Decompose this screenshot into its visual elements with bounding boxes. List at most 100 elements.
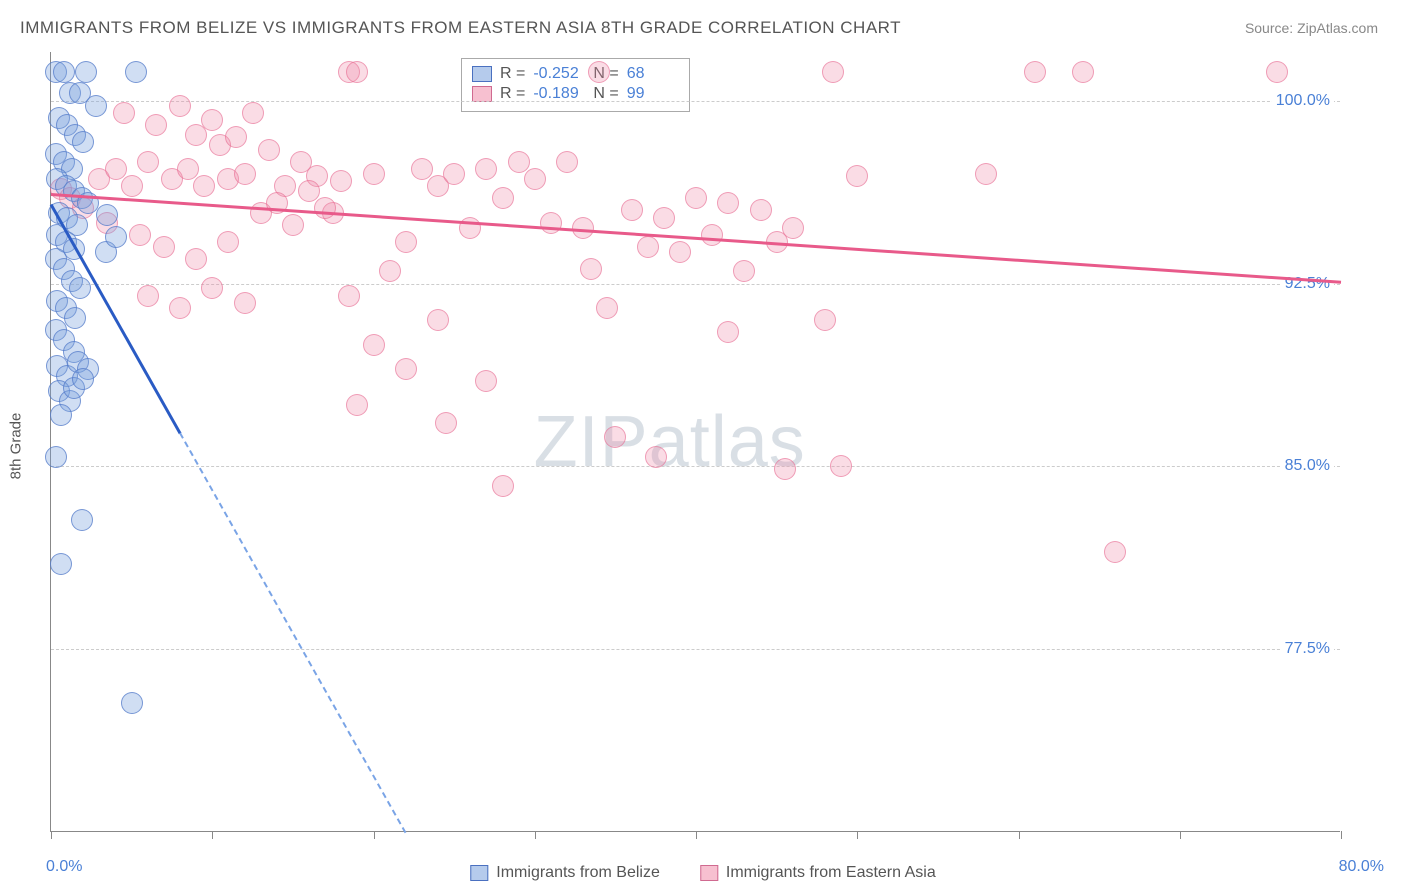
- scatter-point-eastern-asia: [234, 292, 256, 314]
- x-tick: [212, 831, 213, 839]
- x-tick: [1180, 831, 1181, 839]
- scatter-point-eastern-asia: [338, 285, 360, 307]
- scatter-point-eastern-asia: [105, 158, 127, 180]
- scatter-point-eastern-asia: [129, 224, 151, 246]
- scatter-point-eastern-asia: [185, 248, 207, 270]
- watermark: ZIPatlas: [534, 401, 806, 483]
- x-max-label: 80.0%: [1339, 858, 1384, 876]
- scatter-point-eastern-asia: [733, 260, 755, 282]
- scatter-point-eastern-asia: [137, 151, 159, 173]
- scatter-point-belize: [72, 368, 94, 390]
- scatter-point-eastern-asia: [395, 231, 417, 253]
- scatter-point-eastern-asia: [443, 163, 465, 185]
- scatter-point-eastern-asia: [750, 199, 772, 221]
- y-tick-label: 77.5%: [1281, 640, 1334, 658]
- x-tick: [857, 831, 858, 839]
- x-tick: [374, 831, 375, 839]
- scatter-point-eastern-asia: [556, 151, 578, 173]
- scatter-point-eastern-asia: [298, 180, 320, 202]
- gridline: [51, 649, 1340, 650]
- scatter-point-belize: [50, 553, 72, 575]
- legend-label-belize: Immigrants from Belize: [496, 864, 660, 882]
- scatter-point-eastern-asia: [653, 207, 675, 229]
- x-min-label: 0.0%: [46, 858, 82, 876]
- scatter-point-eastern-asia: [637, 236, 659, 258]
- scatter-point-eastern-asia: [282, 214, 304, 236]
- scatter-point-eastern-asia: [121, 175, 143, 197]
- scatter-point-belize: [75, 61, 97, 83]
- legend: Immigrants from Belize Immigrants from E…: [470, 864, 935, 882]
- scatter-point-eastern-asia: [492, 187, 514, 209]
- swatch-pink-icon: [472, 86, 492, 102]
- scatter-point-belize: [72, 131, 94, 153]
- scatter-point-eastern-asia: [169, 95, 191, 117]
- scatter-point-eastern-asia: [225, 126, 247, 148]
- scatter-point-eastern-asia: [242, 102, 264, 124]
- chart-title: IMMIGRANTS FROM BELIZE VS IMMIGRANTS FRO…: [20, 18, 901, 38]
- n-value: 68: [627, 65, 679, 83]
- scatter-point-eastern-asia: [363, 334, 385, 356]
- scatter-point-eastern-asia: [217, 231, 239, 253]
- stats-row-belize: R = -0.252 N = 68: [472, 65, 679, 83]
- scatter-point-eastern-asia: [669, 241, 691, 263]
- scatter-point-eastern-asia: [814, 309, 836, 331]
- scatter-point-eastern-asia: [492, 475, 514, 497]
- scatter-point-eastern-asia: [137, 285, 159, 307]
- scatter-point-eastern-asia: [1024, 61, 1046, 83]
- trendline-belize-dashed: [179, 432, 406, 833]
- scatter-point-eastern-asia: [621, 199, 643, 221]
- gridline: [51, 466, 1340, 467]
- scatter-point-eastern-asia: [379, 260, 401, 282]
- y-tick-label: 85.0%: [1281, 457, 1334, 475]
- scatter-point-eastern-asia: [346, 61, 368, 83]
- legend-swatch-blue-icon: [470, 865, 488, 881]
- scatter-point-eastern-asia: [717, 321, 739, 343]
- scatter-point-eastern-asia: [830, 455, 852, 477]
- scatter-point-eastern-asia: [1104, 541, 1126, 563]
- scatter-point-eastern-asia: [596, 297, 618, 319]
- scatter-point-belize: [64, 307, 86, 329]
- legend-swatch-pink-icon: [700, 865, 718, 881]
- scatter-point-belize: [45, 446, 67, 468]
- scatter-point-eastern-asia: [685, 187, 707, 209]
- scatter-point-eastern-asia: [346, 394, 368, 416]
- scatter-point-belize: [121, 692, 143, 714]
- x-tick: [1341, 831, 1342, 839]
- scatter-point-belize: [69, 277, 91, 299]
- scatter-point-eastern-asia: [1266, 61, 1288, 83]
- legend-label-eastern-asia: Immigrants from Eastern Asia: [726, 864, 936, 882]
- scatter-point-belize: [50, 404, 72, 426]
- scatter-point-eastern-asia: [153, 236, 175, 258]
- scatter-point-eastern-asia: [701, 224, 723, 246]
- x-tick: [535, 831, 536, 839]
- scatter-point-eastern-asia: [201, 109, 223, 131]
- scatter-point-eastern-asia: [580, 258, 602, 280]
- scatter-point-eastern-asia: [169, 297, 191, 319]
- r-value: -0.252: [533, 65, 585, 83]
- scatter-point-eastern-asia: [475, 370, 497, 392]
- scatter-point-eastern-asia: [234, 163, 256, 185]
- scatter-point-eastern-asia: [822, 61, 844, 83]
- scatter-point-eastern-asia: [145, 114, 167, 136]
- scatter-point-eastern-asia: [846, 165, 868, 187]
- scatter-point-eastern-asia: [395, 358, 417, 380]
- scatter-point-eastern-asia: [201, 277, 223, 299]
- scatter-point-eastern-asia: [177, 158, 199, 180]
- plot-area: ZIPatlas R = -0.252 N = 68 R = -0.189 N …: [50, 52, 1340, 832]
- scatter-point-eastern-asia: [572, 217, 594, 239]
- scatter-point-eastern-asia: [604, 426, 626, 448]
- scatter-point-eastern-asia: [427, 309, 449, 331]
- scatter-point-eastern-asia: [411, 158, 433, 180]
- scatter-point-eastern-asia: [1072, 61, 1094, 83]
- source-label: Source: ZipAtlas.com: [1245, 20, 1378, 36]
- scatter-point-eastern-asia: [508, 151, 530, 173]
- scatter-point-eastern-asia: [524, 168, 546, 190]
- scatter-point-eastern-asia: [435, 412, 457, 434]
- scatter-point-eastern-asia: [459, 217, 481, 239]
- scatter-point-eastern-asia: [258, 139, 280, 161]
- scatter-point-eastern-asia: [314, 197, 336, 219]
- scatter-point-belize: [125, 61, 147, 83]
- scatter-point-eastern-asia: [588, 61, 610, 83]
- x-tick: [1019, 831, 1020, 839]
- scatter-point-eastern-asia: [475, 158, 497, 180]
